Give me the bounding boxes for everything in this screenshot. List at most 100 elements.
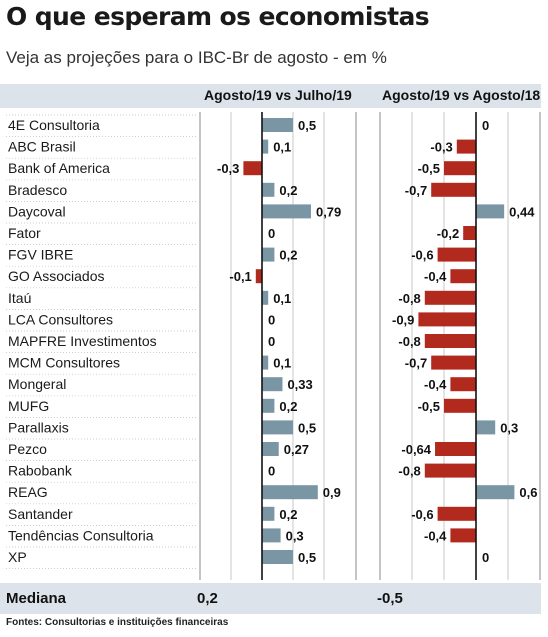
bar-series-2: [418, 312, 476, 327]
category-label: Parallaxis: [8, 419, 69, 435]
data-label-series-1: 0: [268, 464, 275, 479]
bar-series-2: [437, 247, 476, 262]
column-header-band: [0, 84, 541, 108]
bar-series-1: [262, 247, 275, 262]
category-label: Bradesco: [8, 182, 67, 198]
data-label-series-1: 0,2: [279, 183, 297, 198]
data-label-series-2: -0,8: [398, 334, 420, 349]
bar-series-2: [444, 398, 476, 413]
category-label: Pezco: [8, 441, 47, 457]
bar-series-2: [476, 420, 496, 435]
median-band: [0, 583, 541, 614]
data-label-series-1: -0,1: [229, 269, 251, 284]
data-label-series-1: 0,2: [279, 248, 297, 263]
data-label-series-1: 0,1: [273, 291, 291, 306]
data-label-series-2: 0,44: [509, 204, 535, 219]
bar-series-2: [450, 269, 476, 284]
bar-series-1: [262, 528, 281, 543]
bar-series-1: [262, 204, 311, 219]
data-label-series-2: 0: [482, 118, 489, 133]
bar-series-2: [476, 485, 515, 500]
data-label-series-1: 0,27: [284, 442, 309, 457]
bar-series-1: [262, 420, 293, 435]
data-label-series-2: -0,5: [418, 161, 440, 176]
median-value-series-2: -0,5: [377, 590, 403, 607]
bar-series-1: [262, 290, 269, 305]
data-label-series-2: -0,6: [411, 248, 433, 263]
data-label-series-2: -0,2: [437, 226, 459, 241]
data-label-series-1: 0: [268, 226, 275, 241]
category-label: REAG: [8, 484, 48, 500]
median-label: Mediana: [6, 590, 67, 607]
bar-series-1: [262, 118, 293, 132]
category-label: 4E Consultoria: [8, 117, 100, 133]
bar-series-1: [243, 161, 262, 176]
data-label-series-1: 0,79: [316, 204, 341, 219]
source-note: Fontes: Consultorias e instituições fina…: [6, 617, 229, 628]
bar-series-2: [463, 226, 476, 240]
category-label: XP: [8, 549, 27, 565]
data-label-series-1: 0,2: [279, 507, 297, 522]
bar-series-1: [262, 398, 275, 413]
bar-series-1: [262, 182, 275, 197]
data-label-series-2: 0,3: [500, 420, 518, 435]
category-label: Itaú: [8, 290, 31, 306]
bar-series-2: [435, 442, 476, 456]
category-label: Bank of America: [8, 160, 110, 176]
category-label: LCA Consultores: [8, 311, 113, 327]
bar-series-2: [424, 463, 476, 478]
data-label-series-2: -0,4: [424, 269, 447, 284]
median-value-series-1: 0,2: [197, 590, 218, 607]
category-label: Mongeral: [8, 376, 66, 392]
series-2-header: Agosto/19 vs Agosto/18: [382, 87, 541, 103]
data-label-series-1: 0,1: [273, 140, 291, 155]
bar-series-2: [424, 290, 476, 305]
data-label-series-2: -0,7: [405, 183, 427, 198]
bar-series-2: [431, 182, 476, 197]
bar-series-1: [262, 506, 275, 521]
bar-series-1: [262, 355, 269, 370]
category-label: MUFG: [8, 398, 49, 414]
data-label-series-1: 0,33: [287, 377, 312, 392]
category-label: FGV IBRE: [8, 247, 73, 263]
data-label-series-1: 0,2: [279, 399, 297, 414]
bar-series-2: [456, 139, 476, 154]
data-label-series-2: -0,9: [392, 312, 414, 327]
data-label-series-2: -0,7: [405, 356, 427, 371]
data-label-series-1: 0,9: [323, 485, 341, 500]
bar-series-2: [424, 334, 476, 348]
category-label: MCM Consultores: [8, 355, 120, 371]
data-label-series-2: -0,5: [418, 399, 440, 414]
data-label-series-2: -0,3: [430, 140, 452, 155]
data-label-series-1: 0,5: [298, 550, 316, 565]
bar-series-2: [431, 355, 476, 370]
data-label-series-1: 0,3: [286, 528, 304, 543]
category-label: Santander: [8, 506, 73, 522]
chart-subtitle: Veja as projeções para o IBC-Br de agost…: [6, 48, 387, 67]
data-label-series-1: 0: [268, 312, 275, 327]
data-label-series-2: -0,64: [401, 442, 431, 457]
bar-series-2: [450, 377, 476, 392]
data-label-series-2: -0,4: [424, 377, 447, 392]
series-1-header: Agosto/19 vs Julho/19: [204, 87, 352, 103]
bar-series-1: [262, 485, 318, 500]
data-label-series-1: 0,5: [298, 420, 316, 435]
bar-series-1: [255, 269, 262, 284]
data-label-series-2: -0,8: [398, 291, 420, 306]
bar-series-2: [450, 528, 476, 543]
category-label: ABC Brasil: [8, 139, 76, 155]
category-label: Rabobank: [8, 463, 73, 479]
data-label-series-1: -0,3: [217, 161, 239, 176]
bar-series-1: [262, 377, 283, 392]
bar-series-1: [262, 442, 279, 456]
data-label-series-2: 0,6: [519, 485, 537, 500]
bar-series-1: [262, 550, 293, 564]
data-label-series-2: -0,6: [411, 507, 433, 522]
bar-series-2: [476, 204, 505, 219]
data-label-series-2: 0: [482, 550, 489, 565]
data-label-series-1: 0,1: [273, 356, 291, 371]
bar-series-1: [262, 139, 269, 154]
data-label-series-1: 0: [268, 334, 275, 349]
category-label: Daycoval: [8, 203, 66, 219]
